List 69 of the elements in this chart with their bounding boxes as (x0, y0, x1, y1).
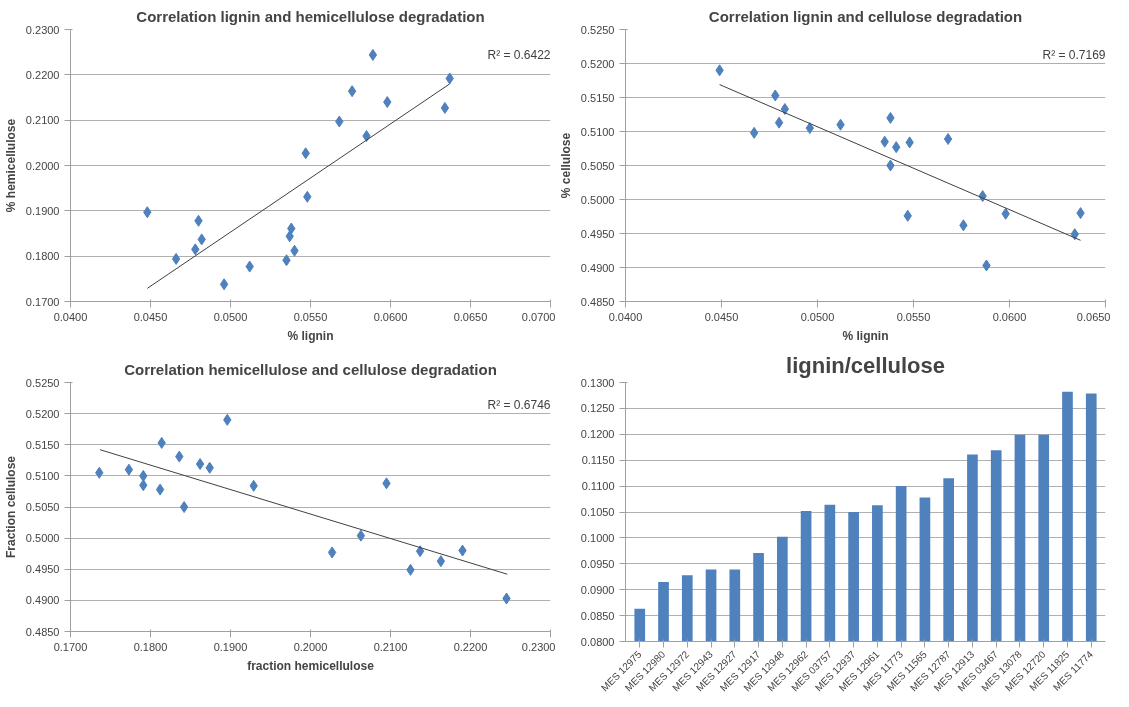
x-tick-label: 0.0700 (521, 310, 556, 323)
annotation: R² = 0.6746 (487, 398, 551, 413)
x-tick-label: 0.0450 (133, 310, 168, 323)
x-tick-label: 0.2100 (373, 640, 408, 653)
y-tick-label: 0.4900 (580, 261, 615, 274)
y-tick-label: 0.5000 (25, 532, 60, 545)
y-tick-label: 0.4950 (25, 563, 60, 576)
chart-title: Correlation hemicellulose and cellulose degradation (124, 360, 497, 378)
y-tick-label: 0.1150 (581, 454, 615, 467)
y-axis-title: % hemicellulose (3, 118, 18, 213)
x-tick-label: 0.0400 (608, 310, 643, 323)
y-tick-label: 0.2300 (25, 23, 60, 36)
annotation: R² = 0.7169 (1042, 48, 1106, 63)
y-tick-label: 0.2000 (25, 159, 60, 172)
x-tick-label: 0.0500 (213, 310, 248, 323)
y-tick-label: 0.4850 (25, 625, 60, 638)
y-tick-label: 0.1800 (25, 250, 60, 263)
chart-title: Correlation lignin and hemicellulose degradation (136, 7, 485, 25)
y-tick-label: 0.1300 (580, 376, 615, 389)
x-tick-label: 0.1800 (133, 640, 168, 653)
y-tick-label: 0.0850 (580, 609, 615, 622)
x-tick-label: 0.1900 (213, 640, 248, 653)
x-tick-label: 0.0650 (453, 310, 488, 323)
annotation: R² = 0.6422 (487, 48, 551, 63)
y-tick-label: 0.1050 (580, 506, 615, 518)
y-tick-label: 0.0900 (580, 583, 615, 596)
y-tick-label: 0.2100 (25, 114, 60, 127)
x-tick-label: 0.0500 (800, 310, 835, 323)
x-tick-label: 0.0550 (896, 310, 931, 323)
y-tick-label: 0.5200 (25, 407, 60, 420)
x-axis-title: fraction hemicellulose (247, 658, 375, 673)
y-tick-label: 0.5250 (25, 376, 60, 389)
y-tick-label: 0.5250 (580, 23, 615, 36)
x-tick-label: 0.0450 (704, 310, 739, 323)
chart-title: lignin/cellulose (786, 352, 945, 378)
y-tick-label: 0.1100 (581, 480, 615, 493)
x-tick-label: 0.0600 (373, 310, 408, 323)
x-axis-title: % lignin (842, 328, 889, 343)
x-tick-label: 0.0600 (992, 310, 1027, 323)
y-tick-label: 0.4900 (25, 594, 60, 607)
chart-title: Correlation lignin and cellulose degradation (708, 7, 1023, 25)
y-tick-label: 0.1200 (580, 428, 615, 441)
x-tick-label: 0.2200 (453, 640, 488, 653)
y-tick-label: 0.0800 (580, 635, 615, 648)
y-tick-label: 0.1250 (580, 402, 615, 415)
y-tick-label: 0.5150 (25, 438, 60, 451)
y-axis-title: Fraction cellulose (3, 455, 18, 559)
x-tick-label: 0.2300 (521, 640, 556, 653)
y-tick-label: 0.5100 (580, 125, 615, 138)
y-tick-label: 0.0950 (580, 557, 615, 570)
x-tick-label: 0.0400 (53, 310, 88, 323)
y-tick-label: 0.5050 (580, 159, 615, 172)
y-tick-label: 0.5200 (580, 57, 615, 70)
y-tick-label: 0.5150 (580, 91, 615, 104)
y-tick-label: 0.5100 (25, 469, 60, 482)
x-tick-label: 0.2000 (293, 640, 328, 653)
y-tick-label: 0.5000 (580, 193, 615, 206)
y-tick-label: 0.4950 (580, 227, 615, 240)
y-tick-label: 0.5050 (25, 501, 60, 513)
y-tick-label: 0.4850 (580, 295, 615, 308)
y-tick-label: 0.1000 (580, 531, 615, 544)
x-axis-title: % lignin (287, 328, 334, 343)
y-tick-label: 0.2200 (25, 68, 60, 81)
y-tick-label: 0.1900 (25, 204, 60, 217)
y-tick-label: 0.1700 (25, 295, 60, 308)
x-tick-label: 0.0650 (1076, 310, 1111, 323)
x-tick-label: 0.1700 (53, 640, 88, 653)
y-axis-title: % cellulose (558, 132, 573, 199)
x-tick-label: 0.0550 (293, 310, 328, 323)
